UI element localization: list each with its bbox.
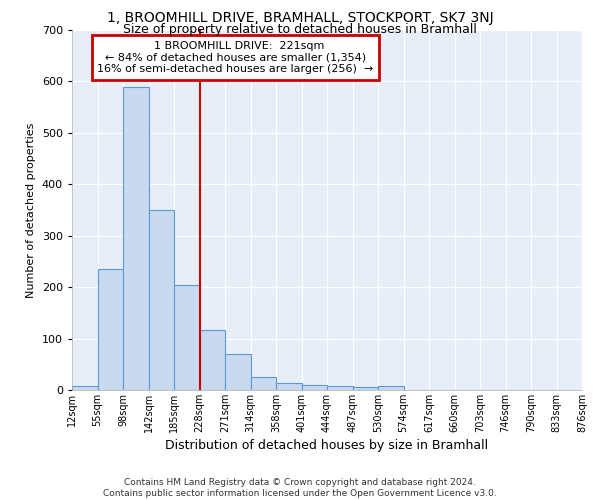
Text: Size of property relative to detached houses in Bramhall: Size of property relative to detached ho… [123,22,477,36]
Text: Contains HM Land Registry data © Crown copyright and database right 2024.
Contai: Contains HM Land Registry data © Crown c… [103,478,497,498]
Bar [353,388,378,390]
Bar [72,386,97,390]
Bar [199,330,225,390]
Bar [251,377,276,390]
Bar [225,354,251,390]
Bar [174,285,199,390]
Bar [302,385,327,390]
Bar [97,268,123,390]
Y-axis label: Number of detached properties: Number of detached properties [26,122,36,298]
Text: 1, BROOMHILL DRIVE, BRAMHALL, STOCKPORT, SK7 3NJ: 1, BROOMHILL DRIVE, BRAMHALL, STOCKPORT,… [107,11,493,25]
Bar [378,386,404,390]
Bar [123,86,149,390]
Bar [276,383,302,390]
Text: 1 BROOMHILL DRIVE:  221sqm
← 84% of detached houses are smaller (1,354)
16% of s: 1 BROOMHILL DRIVE: 221sqm ← 84% of detac… [97,41,373,74]
Bar [149,210,174,390]
X-axis label: Distribution of detached houses by size in Bramhall: Distribution of detached houses by size … [166,439,488,452]
Bar [327,386,353,390]
